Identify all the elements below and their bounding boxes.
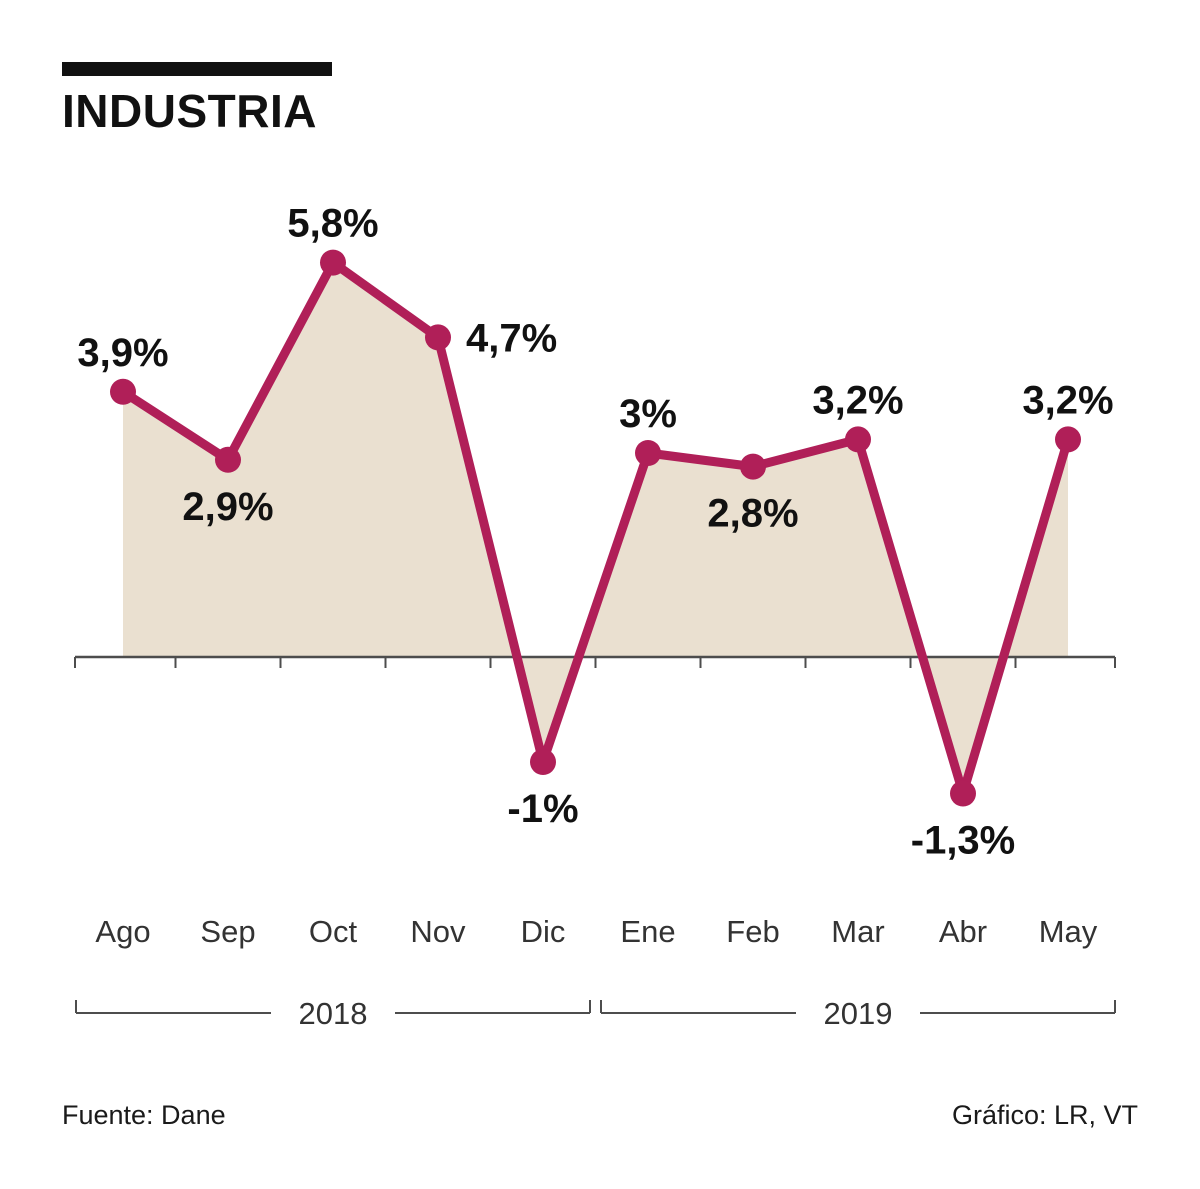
month-label-oct: Oct bbox=[309, 914, 358, 949]
data-point-ago bbox=[110, 378, 136, 405]
value-label-nov: 4,7% bbox=[466, 316, 557, 360]
header: INDUSTRIA bbox=[62, 62, 332, 138]
value-label-dic: -1% bbox=[507, 787, 578, 831]
year-label-2019: 2019 bbox=[824, 996, 893, 1031]
data-point-may bbox=[1055, 426, 1081, 453]
month-label-feb: Feb bbox=[726, 914, 779, 949]
area-fill bbox=[123, 262, 1068, 794]
value-label-abr: -1,3% bbox=[911, 819, 1016, 863]
value-label-feb: 2,8% bbox=[707, 492, 798, 536]
credit-text: Gráfico: LR, VT bbox=[951, 1100, 1138, 1130]
value-label-may: 3,2% bbox=[1022, 378, 1113, 422]
page-title: INDUSTRIA bbox=[62, 85, 317, 137]
value-label-oct: 5,8% bbox=[287, 202, 378, 246]
data-point-ene bbox=[635, 440, 661, 466]
value-label-ene: 3% bbox=[619, 392, 677, 436]
data-point-feb bbox=[740, 453, 766, 480]
data-line bbox=[118, 258, 1073, 798]
footer: Fuente: Dane Gráfico: LR, VT bbox=[62, 1100, 1138, 1131]
value-label-ago: 3,9% bbox=[77, 331, 168, 375]
data-point-mar bbox=[845, 426, 871, 453]
year-label-2018: 2018 bbox=[299, 996, 368, 1031]
month-label-may: May bbox=[1039, 914, 1098, 949]
month-label-sep: Sep bbox=[200, 914, 255, 949]
month-label-abr: Abr bbox=[939, 914, 987, 949]
value-label-mar: 3,2% bbox=[812, 378, 903, 422]
data-point-abr bbox=[950, 780, 976, 807]
month-label-ago: Ago bbox=[95, 914, 150, 949]
data-point-dic bbox=[530, 749, 556, 775]
month-label-dic: Dic bbox=[521, 914, 566, 949]
title-accent-bar bbox=[62, 62, 332, 76]
value-label-sep: 2,9% bbox=[182, 485, 273, 529]
data-point-nov bbox=[425, 324, 451, 351]
data-point-sep bbox=[215, 446, 241, 473]
month-label-ene: Ene bbox=[620, 914, 675, 949]
month-label-nov: Nov bbox=[410, 914, 466, 949]
data-point-oct bbox=[320, 249, 346, 276]
month-label-mar: Mar bbox=[831, 914, 884, 949]
source-text: Fuente: Dane bbox=[62, 1100, 226, 1130]
